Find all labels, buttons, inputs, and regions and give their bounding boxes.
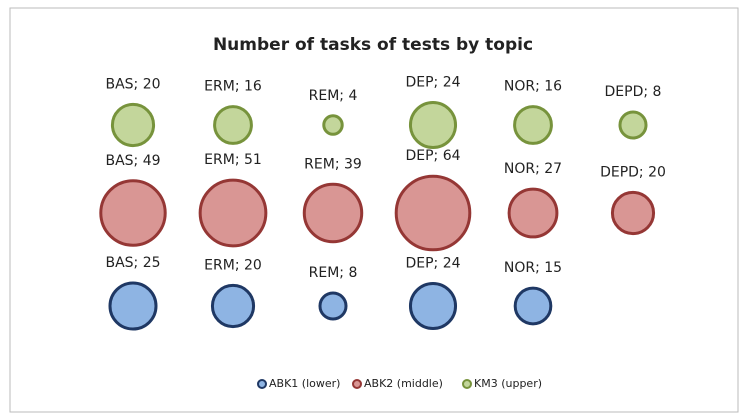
legend-swatch <box>257 379 267 389</box>
data-label: DEPD; 8 <box>605 84 662 100</box>
data-label: REM; 4 <box>309 88 358 104</box>
legend-swatch <box>352 379 362 389</box>
data-label: REM; 39 <box>304 156 362 172</box>
bubble <box>110 102 156 148</box>
bubble <box>108 281 158 331</box>
legend-label: ABK2 (middle) <box>364 377 443 390</box>
legend-label: KM3 (upper) <box>474 377 542 390</box>
data-label: ERM; 16 <box>204 79 262 95</box>
data-label: NOR; 16 <box>504 79 562 95</box>
bubble <box>507 187 559 239</box>
bubble <box>610 190 656 236</box>
data-label: BAS; 25 <box>105 255 160 271</box>
data-label: NOR; 27 <box>504 161 562 177</box>
bubble <box>618 110 648 140</box>
bubble <box>513 105 553 145</box>
data-label: DEP; 24 <box>405 74 460 90</box>
data-label: REM; 8 <box>309 265 358 281</box>
data-label: DEP; 64 <box>405 148 460 164</box>
bubble <box>198 178 268 248</box>
data-label: DEPD; 20 <box>600 164 666 180</box>
data-label: BAS; 49 <box>105 153 160 169</box>
data-label: ERM; 20 <box>204 257 262 273</box>
data-label: ERM; 51 <box>204 152 262 168</box>
legend-swatch <box>462 379 472 389</box>
data-label: BAS; 20 <box>105 76 160 92</box>
bubble <box>210 283 256 329</box>
bubble <box>99 179 167 247</box>
data-label: NOR; 15 <box>504 260 562 276</box>
bubble <box>213 105 253 145</box>
bubble <box>318 291 348 321</box>
bubble <box>302 182 364 244</box>
chart-title: Number of tasks of tests by topic <box>213 35 533 55</box>
bubble <box>322 114 344 136</box>
legend-label: ABK1 (lower) <box>269 377 340 390</box>
bubble <box>408 100 458 150</box>
bubble <box>408 281 458 331</box>
data-label: DEP; 24 <box>405 255 460 271</box>
bubble <box>513 286 553 326</box>
bubble <box>394 174 472 252</box>
